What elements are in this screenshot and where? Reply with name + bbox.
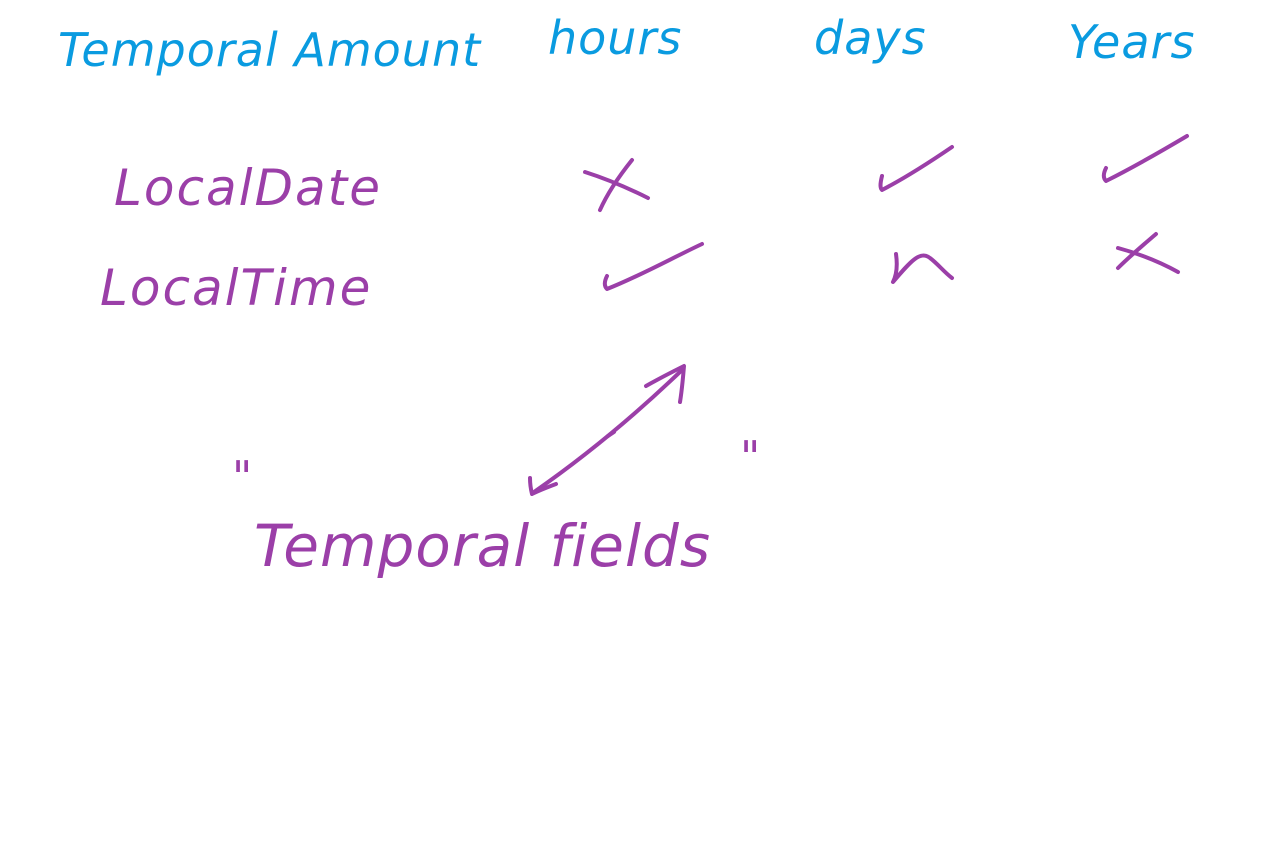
open-quote: " [232,452,252,503]
check-mark-localdate-years [1101,134,1189,183]
note-text: Temporal fields [254,512,711,580]
close-quote: " [740,432,760,483]
header-column-hours: hours [548,11,682,65]
cross-mark-localtime-years [1116,232,1180,274]
row-label-localtime: LocalTime [100,259,372,317]
cross-mark-localdate-hours [583,158,650,212]
cross-mark-localtime-days [891,252,954,284]
header-label: Temporal Amount [58,23,482,77]
row-label-localdate: LocalDate [114,159,382,217]
double-headed-arrow [528,364,686,496]
header-column-years: Years [1068,15,1195,69]
check-mark-localtime-hours [602,242,704,291]
header-column-days: days [814,11,927,65]
check-mark-localdate-days [878,145,954,192]
